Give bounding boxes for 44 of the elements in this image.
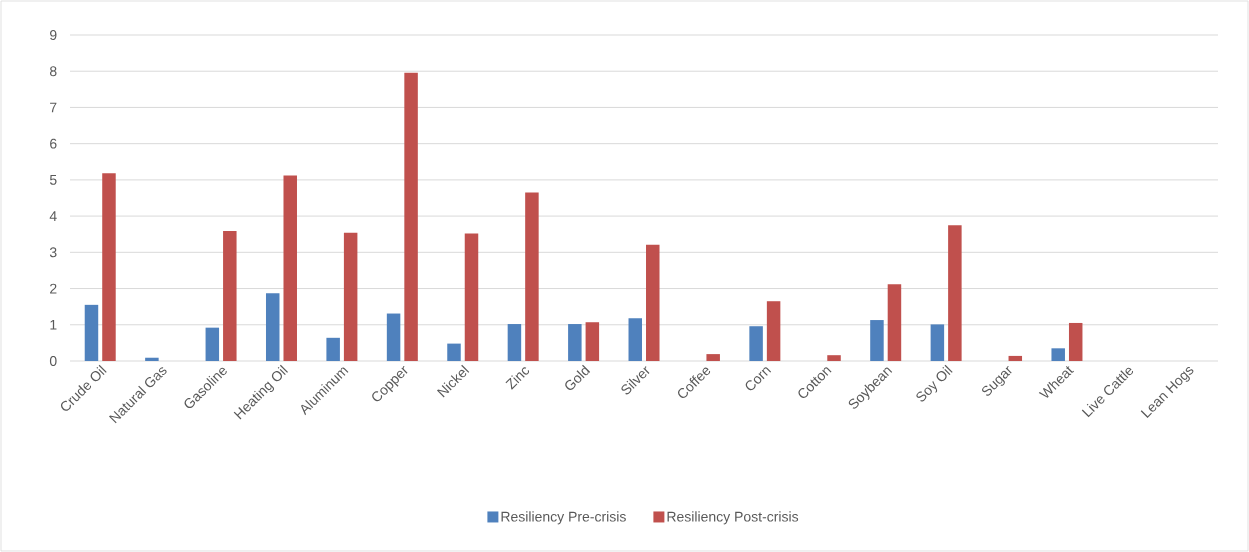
- y-tick-label: 3: [49, 247, 57, 258]
- bar: [84, 304, 99, 361]
- bar: [628, 318, 643, 361]
- y-tick-label: 5: [49, 175, 57, 185]
- bar: [1008, 355, 1023, 361]
- bar: [870, 320, 884, 361]
- y-tick-label: 1: [50, 319, 57, 330]
- bar: [343, 232, 358, 361]
- legend-label: Resiliency Pre-crisis: [501, 511, 626, 525]
- bar: [646, 244, 660, 361]
- bar: [585, 322, 600, 361]
- bar: [404, 72, 418, 361]
- y-tick-label: 6: [50, 138, 57, 149]
- x-tick-label: Zinc: [505, 367, 530, 390]
- bar: [525, 192, 539, 361]
- bar: [766, 301, 781, 361]
- y-tick-label: 4: [49, 211, 57, 221]
- bar: [447, 343, 461, 361]
- bar: [507, 324, 522, 361]
- y-tick-label: 7: [50, 102, 57, 113]
- bar: [102, 173, 116, 361]
- bar: [749, 326, 763, 361]
- x-tick-label: Soy Oil: [916, 364, 953, 402]
- bar: [706, 354, 720, 361]
- bar: [1051, 348, 1065, 361]
- bar: [326, 337, 340, 361]
- y-tick-label: 8: [49, 66, 57, 77]
- y-tick-label: 0: [49, 356, 57, 366]
- bar: [265, 293, 280, 361]
- bar: [887, 284, 902, 361]
- bar: [145, 357, 159, 361]
- y-tick-label: 2: [50, 283, 57, 294]
- bar: [464, 233, 479, 361]
- bar: [283, 175, 297, 361]
- bar: [223, 230, 237, 361]
- bar: [205, 327, 220, 361]
- bar: [568, 324, 582, 361]
- bar: [386, 313, 401, 361]
- bar: [827, 355, 841, 361]
- bar: [1068, 322, 1083, 361]
- legend-label: Resiliency Post-crisis: [667, 511, 799, 525]
- bar: [948, 225, 962, 361]
- y-tick-label: 9: [50, 30, 57, 40]
- bar: [930, 324, 945, 361]
